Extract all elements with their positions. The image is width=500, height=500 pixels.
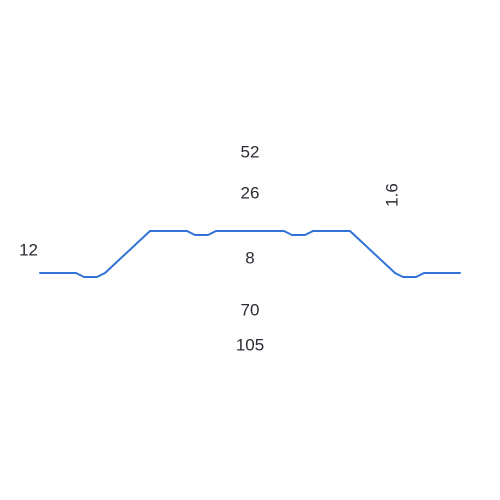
dim-8: 8: [245, 250, 254, 267]
dim-12: 12: [19, 242, 38, 259]
dim-26: 26: [241, 185, 260, 202]
dim-105: 105: [236, 337, 264, 354]
dim-70: 70: [241, 302, 260, 319]
diagram-stage: 52 26 8 70 105 1.6 12: [0, 0, 500, 500]
dim-52: 52: [241, 144, 260, 161]
dim-1-6: 1.6: [384, 183, 401, 207]
